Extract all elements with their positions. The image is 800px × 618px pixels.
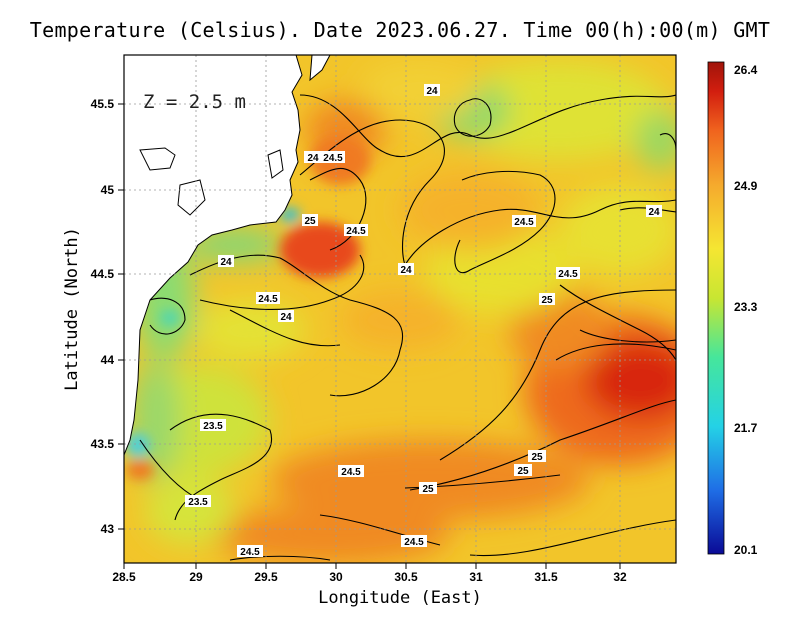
contour-label: 25 <box>539 293 555 306</box>
contour-label: 25 <box>514 464 532 477</box>
contour-label: 23.5 <box>200 419 226 432</box>
x-tick-label: 30.5 <box>394 570 418 584</box>
svg-text:24: 24 <box>307 153 319 164</box>
x-tick-label: 28.5 <box>112 570 136 584</box>
svg-text:24: 24 <box>426 86 438 97</box>
y-tick-label: 43 <box>101 522 115 536</box>
contour-label: 24 <box>646 205 662 218</box>
depth-label: Z = 2.5 m <box>143 91 246 113</box>
svg-text:25: 25 <box>517 466 529 477</box>
colorbar: 26.4 24.9 23.3 21.7 20.1 <box>707 61 758 557</box>
svg-text:24: 24 <box>648 207 660 218</box>
colorbar-label: 23.3 <box>734 300 758 314</box>
svg-text:24.5: 24.5 <box>258 294 278 305</box>
contour-label: 24.5 <box>556 267 580 280</box>
svg-text:25: 25 <box>422 484 434 495</box>
x-tick-label: 30 <box>329 570 343 584</box>
x-tick-label: 29.5 <box>254 570 278 584</box>
contour-label: 25 <box>419 482 437 495</box>
contour-label: 24.5 <box>344 224 368 237</box>
svg-text:24: 24 <box>220 257 232 268</box>
colorbar-label: 24.9 <box>734 179 758 193</box>
x-axis: 28.5 29 29.5 30 30.5 31 31.5 32 <box>112 563 627 584</box>
svg-text:25: 25 <box>541 295 553 306</box>
y-tick-label: 45.5 <box>91 97 115 111</box>
y-axis-title: Latitude (North) <box>62 227 82 391</box>
contour-label: 25 <box>528 450 546 463</box>
svg-text:24.5: 24.5 <box>404 537 424 548</box>
map-grid <box>124 55 676 563</box>
svg-text:24.5: 24.5 <box>341 467 361 478</box>
svg-text:24.5: 24.5 <box>558 269 578 280</box>
svg-text:24.5: 24.5 <box>514 217 534 228</box>
svg-text:25: 25 <box>531 452 543 463</box>
svg-text:24.5: 24.5 <box>323 153 343 164</box>
x-tick-label: 31 <box>469 570 483 584</box>
contour-label: 24 <box>304 151 322 164</box>
x-tick-label: 32 <box>613 570 627 584</box>
y-tick-label: 44.5 <box>91 267 115 281</box>
colorbar-gradient <box>707 61 725 555</box>
svg-text:24.5: 24.5 <box>346 226 366 237</box>
svg-text:25: 25 <box>304 216 316 227</box>
contour-label: 24 <box>424 84 440 97</box>
svg-text:24: 24 <box>400 265 412 276</box>
svg-text:24.5: 24.5 <box>240 547 260 558</box>
land-area <box>124 55 331 456</box>
contour-label: 23.5 <box>185 495 211 508</box>
contour-label: 24.5 <box>401 535 427 548</box>
svg-text:23.5: 23.5 <box>188 497 208 508</box>
contour-label: 24 <box>278 310 294 323</box>
y-tick-label: 45 <box>101 183 115 197</box>
x-axis-title: Longitude (East) <box>318 588 482 608</box>
colorbar-label: 20.1 <box>734 543 758 557</box>
contour-label: 24.5 <box>321 151 345 164</box>
contour-label: 24.5 <box>256 292 280 305</box>
y-tick-label: 44 <box>101 353 115 367</box>
x-tick-label: 31.5 <box>534 570 558 584</box>
contour-label: 24.5 <box>512 215 536 228</box>
svg-text:23.5: 23.5 <box>203 421 223 432</box>
map-title: Temperature (Celsius). Date 2023.06.27. … <box>29 18 771 42</box>
contour-label: 24 <box>398 263 414 276</box>
contour-labels: 24 24 24.5 25 24.5 24 24.5 24 24.5 24 24… <box>185 84 662 558</box>
colorbar-label: 26.4 <box>734 63 758 77</box>
contour-label: 24 <box>218 255 234 268</box>
temperature-field <box>124 55 676 563</box>
contour-label: 24.5 <box>237 545 263 558</box>
contour-label: 25 <box>302 214 318 227</box>
colorbar-label: 21.7 <box>734 421 758 435</box>
plot-frame <box>123 54 677 564</box>
svg-text:24: 24 <box>280 312 292 323</box>
contour-label: 24.5 <box>338 465 364 478</box>
y-tick-label: 43.5 <box>91 437 115 451</box>
y-axis: 45.5 45 44.5 44 43.5 43 <box>91 97 124 536</box>
x-tick-label: 29 <box>189 570 203 584</box>
